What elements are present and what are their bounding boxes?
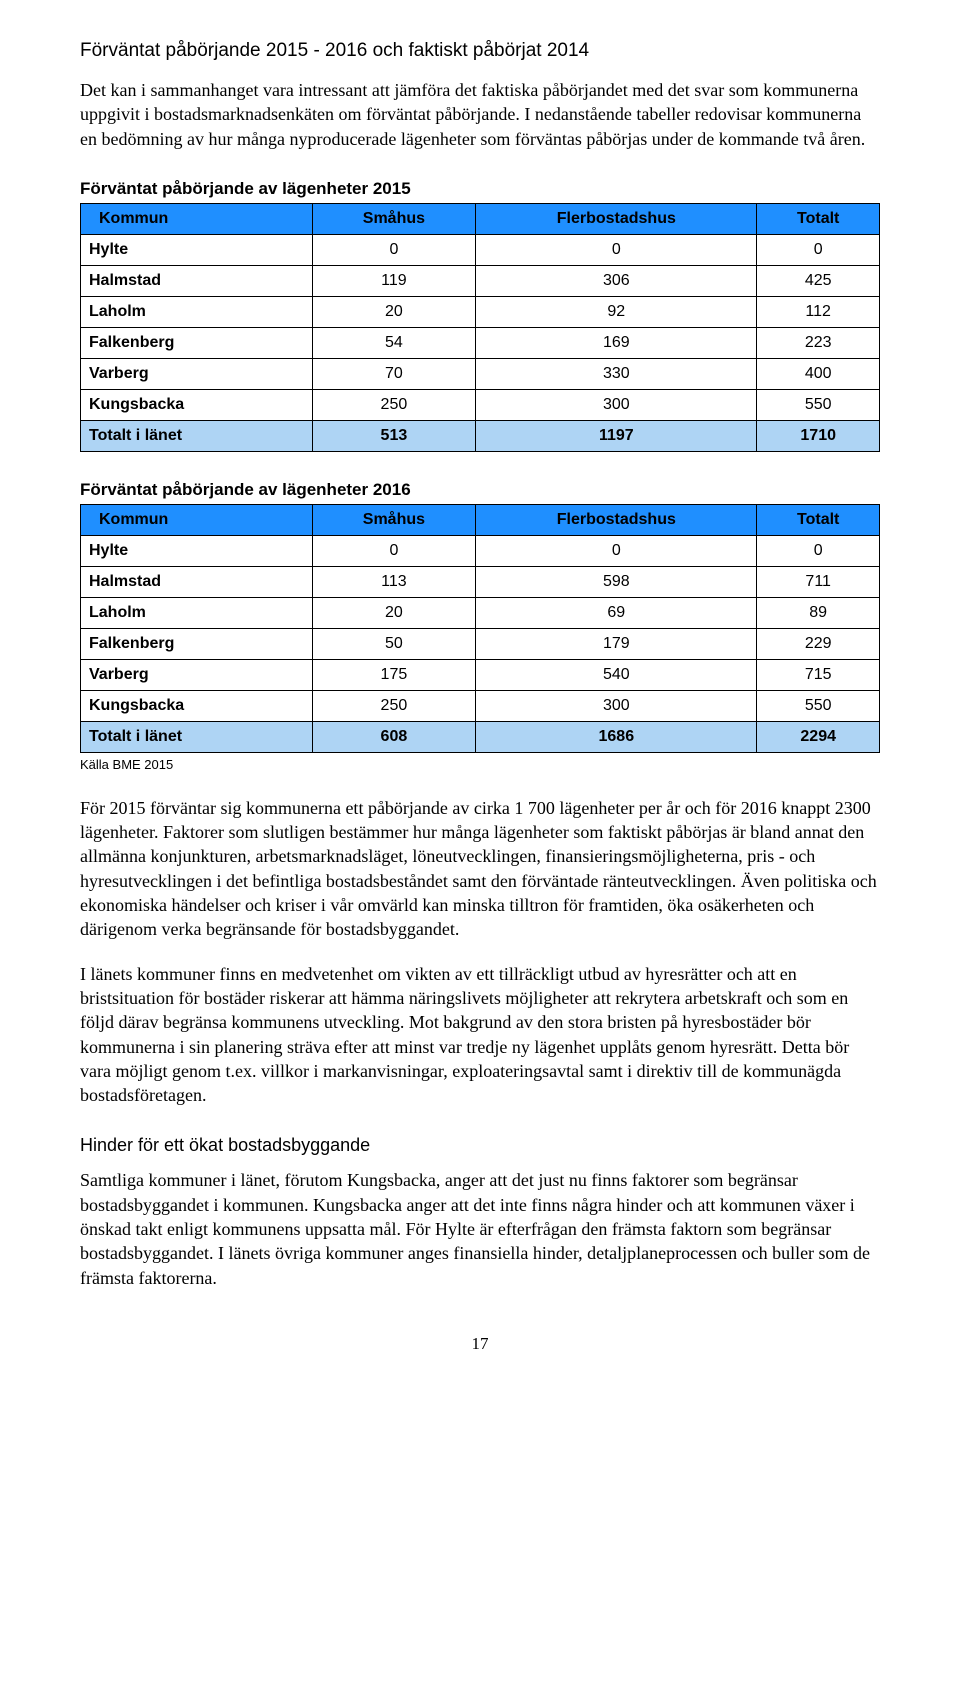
table-cell: Laholm — [81, 296, 313, 327]
table-cell: 550 — [757, 389, 880, 420]
paragraph-2: För 2015 förväntar sig kommunerna ett på… — [80, 796, 880, 942]
table-cell: 0 — [476, 234, 757, 265]
table-cell: 175 — [312, 659, 476, 690]
table-cell: 425 — [757, 265, 880, 296]
table-cell: 179 — [476, 628, 757, 659]
table-cell: Kungsbacka — [81, 690, 313, 721]
table-header-row: Kommun Småhus Flerbostadshus Totalt — [81, 504, 880, 535]
table-total-cell: Totalt i länet — [81, 420, 313, 451]
table-row: Kungsbacka250300550 — [81, 389, 880, 420]
table-cell: 69 — [476, 597, 757, 628]
table-cell: 223 — [757, 327, 880, 358]
col-kommun: Kommun — [81, 504, 313, 535]
table-cell: 598 — [476, 566, 757, 597]
table-header-row: Kommun Småhus Flerbostadshus Totalt — [81, 203, 880, 234]
col-smahus: Småhus — [312, 504, 476, 535]
table-cell: Hylte — [81, 535, 313, 566]
table-cell: 0 — [476, 535, 757, 566]
table-cell: 400 — [757, 358, 880, 389]
table-cell: 113 — [312, 566, 476, 597]
paragraph-3: I länets kommuner finns en medvetenhet o… — [80, 962, 880, 1108]
table-row: Falkenberg50179229 — [81, 628, 880, 659]
table-cell: 50 — [312, 628, 476, 659]
table-cell: 92 — [476, 296, 757, 327]
table-cell: 54 — [312, 327, 476, 358]
table-cell: Halmstad — [81, 265, 313, 296]
page-heading: Förväntat påbörjande 2015 - 2016 och fak… — [80, 40, 880, 62]
table-total-cell: 1197 — [476, 420, 757, 451]
col-totalt: Totalt — [757, 203, 880, 234]
table-total-cell: 1686 — [476, 721, 757, 752]
table-cell: 20 — [312, 597, 476, 628]
table-cell: 119 — [312, 265, 476, 296]
table-cell: Halmstad — [81, 566, 313, 597]
table-cell: 112 — [757, 296, 880, 327]
col-flerbostadshus: Flerbostadshus — [476, 203, 757, 234]
table-cell: Falkenberg — [81, 628, 313, 659]
table-total-cell: 1710 — [757, 420, 880, 451]
table-cell: 306 — [476, 265, 757, 296]
table-cell: 300 — [476, 690, 757, 721]
table-row: Varberg70330400 — [81, 358, 880, 389]
table-2016-title: Förväntat påbörjande av lägenheter 2016 — [80, 480, 880, 500]
table-total-cell: 513 — [312, 420, 476, 451]
table-cell: Varberg — [81, 659, 313, 690]
table-total-row: Totalt i länet60816862294 — [81, 721, 880, 752]
table-2015: Kommun Småhus Flerbostadshus Totalt Hylt… — [80, 203, 880, 452]
table-row: Laholm206989 — [81, 597, 880, 628]
table-row: Hylte000 — [81, 234, 880, 265]
table-total-cell: Totalt i länet — [81, 721, 313, 752]
table-cell: 20 — [312, 296, 476, 327]
intro-paragraph: Det kan i sammanhanget vara intressant a… — [80, 78, 880, 151]
table-cell: 330 — [476, 358, 757, 389]
page-number: 17 — [80, 1334, 880, 1354]
table-total-cell: 2294 — [757, 721, 880, 752]
table-2016-body: Hylte000Halmstad113598711Laholm206989Fal… — [81, 535, 880, 752]
col-totalt: Totalt — [757, 504, 880, 535]
table-total-row: Totalt i länet51311971710 — [81, 420, 880, 451]
table-cell: 550 — [757, 690, 880, 721]
table-cell: 229 — [757, 628, 880, 659]
table-total-cell: 608 — [312, 721, 476, 752]
table-cell: 169 — [476, 327, 757, 358]
table-cell: 0 — [312, 234, 476, 265]
col-smahus: Småhus — [312, 203, 476, 234]
table-row: Varberg175540715 — [81, 659, 880, 690]
table-cell: Varberg — [81, 358, 313, 389]
table-2015-title: Förväntat påbörjande av lägenheter 2015 — [80, 179, 880, 199]
table-row: Falkenberg54169223 — [81, 327, 880, 358]
table-cell: 0 — [757, 234, 880, 265]
table-2015-body: Hylte000Halmstad119306425Laholm2092112Fa… — [81, 234, 880, 451]
table-row: Halmstad113598711 — [81, 566, 880, 597]
table-cell: Kungsbacka — [81, 389, 313, 420]
table-cell: Laholm — [81, 597, 313, 628]
table-cell: 540 — [476, 659, 757, 690]
source-note: Källa BME 2015 — [80, 757, 880, 772]
subheading-hinder: Hinder för ett ökat bostadsbyggande — [80, 1135, 880, 1156]
table-row: Laholm2092112 — [81, 296, 880, 327]
table-row: Hylte000 — [81, 535, 880, 566]
table-cell: 715 — [757, 659, 880, 690]
table-row: Halmstad119306425 — [81, 265, 880, 296]
table-row: Kungsbacka250300550 — [81, 690, 880, 721]
col-kommun: Kommun — [81, 203, 313, 234]
table-cell: 300 — [476, 389, 757, 420]
table-cell: 0 — [757, 535, 880, 566]
table-cell: 0 — [312, 535, 476, 566]
paragraph-4: Samtliga kommuner i länet, förutom Kungs… — [80, 1168, 880, 1289]
table-cell: 250 — [312, 690, 476, 721]
table-cell: Hylte — [81, 234, 313, 265]
col-flerbostadshus: Flerbostadshus — [476, 504, 757, 535]
table-cell: 250 — [312, 389, 476, 420]
table-cell: Falkenberg — [81, 327, 313, 358]
table-cell: 711 — [757, 566, 880, 597]
table-2016: Kommun Småhus Flerbostadshus Totalt Hylt… — [80, 504, 880, 753]
table-cell: 89 — [757, 597, 880, 628]
table-cell: 70 — [312, 358, 476, 389]
